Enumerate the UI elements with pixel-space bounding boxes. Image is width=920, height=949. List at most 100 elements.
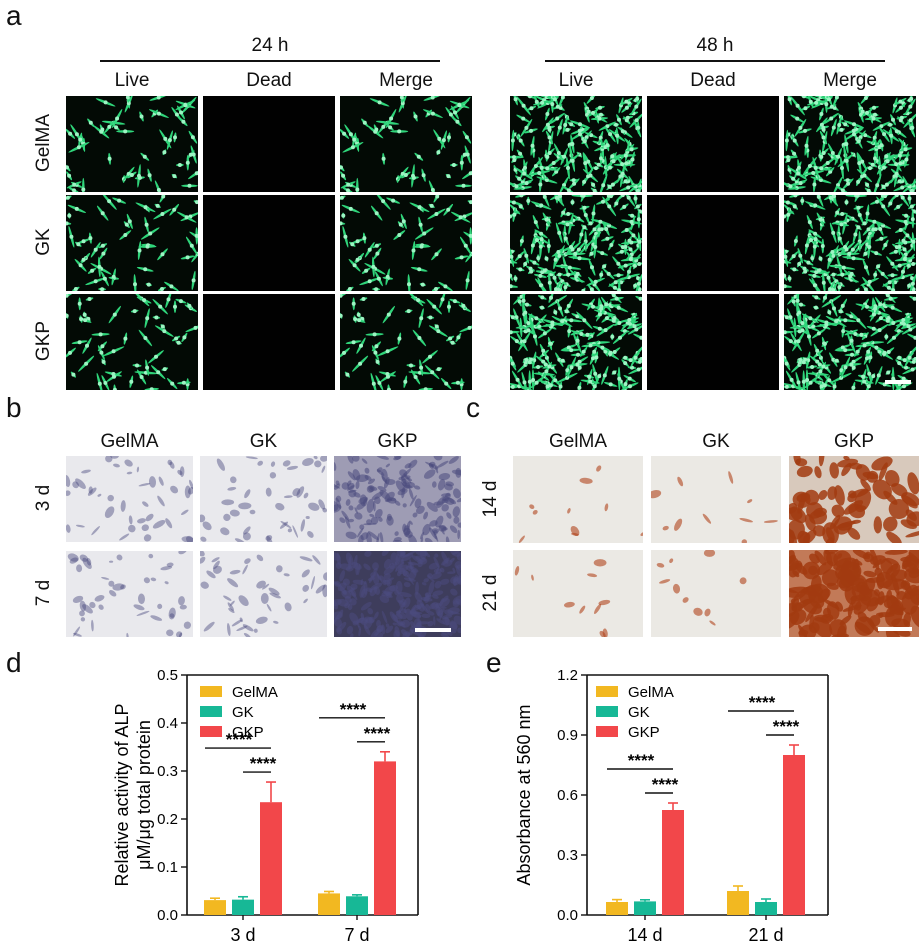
y-axis-label: Relative activity of ALP [112,703,132,886]
legend-swatch-gelma [596,686,618,697]
panel-b-column-label-gk: GK [249,431,278,452]
panel-a-letter: a [6,0,22,31]
bar-gelma-3d [204,900,226,915]
micrograph-48h-live-gk [510,195,642,291]
significance-label: **** [340,700,367,719]
time-label-24h: 24 h [251,35,289,56]
x-tick-label: 14 d [627,925,662,945]
micrograph-24h-dead-gelma [203,96,335,192]
bar-gk-14d [634,901,656,915]
panel-c-column-label-gk: GK [702,431,730,452]
bar-gelma-14d [606,902,628,915]
time-label-48h: 48 h [696,35,734,56]
legend-label-gkp: GKP [232,724,264,741]
ars-stain-gkp-21d [789,550,919,637]
alp-stain-gelma-3d [66,456,193,542]
panel-c-letter: c [466,392,480,423]
significance-label: **** [250,754,277,773]
row-label-gkp: GKP [33,320,54,362]
micrograph-48h-dead-gk [647,195,779,291]
bar-gk-3d [232,899,254,915]
alp-stain-gkp-3d [334,456,461,542]
bar-gk-7d [346,896,368,915]
y-tick-label: 0.0 [557,907,578,924]
micrograph-48h-merge-gk [784,195,916,291]
y-tick-label: 0.3 [557,847,578,864]
bar-gkp-3d [260,802,282,915]
x-tick-label: 7 d [344,925,369,945]
micrograph-48h-dead-gkp [647,294,779,390]
row-label-gk: GK [33,228,54,256]
legend-swatch-gelma [200,686,222,697]
column-label-dead: Dead [690,70,736,91]
panel-e-letter: e [486,647,502,678]
y-tick-label: 0.6 [557,787,578,804]
bar-gelma-21d [727,891,749,915]
y-tick-label: 0.9 [557,727,578,744]
chart-e: 0.0 0.3 0.6 0.9 1.2 Absorbance at 560 nm 14 d 2… [514,667,829,945]
panel-b-column-label-gkp: GKP [377,431,418,452]
micrograph-24h-live-gkp [66,294,198,390]
legend-swatch-gk [596,706,618,717]
panel-c-column-label-gkp: GKP [833,431,875,452]
time-line-24h [100,60,440,62]
micrograph-48h-merge-gelma [784,96,916,192]
bar-gk-21d [755,902,777,915]
micrograph-24h-merge-gkp [340,294,472,390]
legend-swatch-gkp [200,726,222,737]
panel-d-letter: d [6,647,22,678]
panel-c-column-label-gelma: GelMA [548,431,608,452]
significance-label: **** [652,775,679,794]
micrograph-24h-dead-gk [203,195,335,291]
y-tick-label: 0.5 [157,667,178,684]
bar-gkp-14d [662,810,684,915]
y-axis-label: μM/μg total protein [134,720,154,870]
column-label-live: Live [114,70,150,91]
alp-stain-gelma-7d [66,551,193,637]
ars-stain-gelma-14d [513,456,643,543]
y-tick-label: 0.0 [157,907,178,924]
row-label-gelma: GelMA [33,113,54,173]
micrograph-24h-live-gk [66,195,198,291]
micrograph-24h-merge-gk [340,195,472,291]
time-line-48h [545,60,885,62]
alp-stain-gk-7d [200,551,327,637]
micrograph-48h-dead-gelma [647,96,779,192]
panel-b-column-label-gelma: GelMA [100,431,159,452]
legend-label-gkp: GKP [628,724,660,741]
ars-stain-gelma-21d [513,550,643,637]
legend-label-gelma: GelMA [628,684,674,701]
column-label-merge: Merge [379,70,433,91]
panel-b-row-label-3d: 3 d [33,484,54,512]
x-tick-label: 3 d [230,925,255,945]
scale-bar-b [415,628,451,632]
column-label-live: Live [558,70,594,91]
ars-stain-gkp-14d [789,456,919,543]
ars-stain-gk-14d [651,456,781,543]
panel-b-row-label-7d: 7 d [33,579,54,607]
panel-b-letter: b [6,392,22,423]
micrograph-48h-merge-gkp [784,294,916,390]
scale-bar-c [878,627,912,631]
significance-label: **** [773,717,800,736]
y-tick-label: 0.1 [157,859,178,876]
legend-label-gk: GK [232,704,254,721]
panel-c-row-label-14d: 14 d [480,480,501,517]
y-tick-label: 0.4 [157,715,178,732]
bar-gelma-7d [318,893,340,915]
chart-d: 0.0 0.1 0.2 0.3 0.4 0.5 Relative activity of A… [112,667,419,945]
column-label-dead: Dead [246,70,292,91]
significance-label: **** [364,724,391,743]
legend-swatch-gk [200,706,222,717]
alp-stain-gk-3d [200,456,327,542]
panel-c-row-label-21d: 21 d [480,574,501,611]
significance-label: **** [226,730,253,749]
alp-stain-gkp-7d [334,551,461,637]
significance-label: **** [749,693,776,712]
legend-label-gelma: GelMA [232,684,278,701]
significance-label: **** [628,751,655,770]
bar-gkp-7d [374,761,396,915]
column-label-merge: Merge [823,70,877,91]
x-tick-label: 21 d [748,925,783,945]
bar-gkp-21d [783,755,805,915]
